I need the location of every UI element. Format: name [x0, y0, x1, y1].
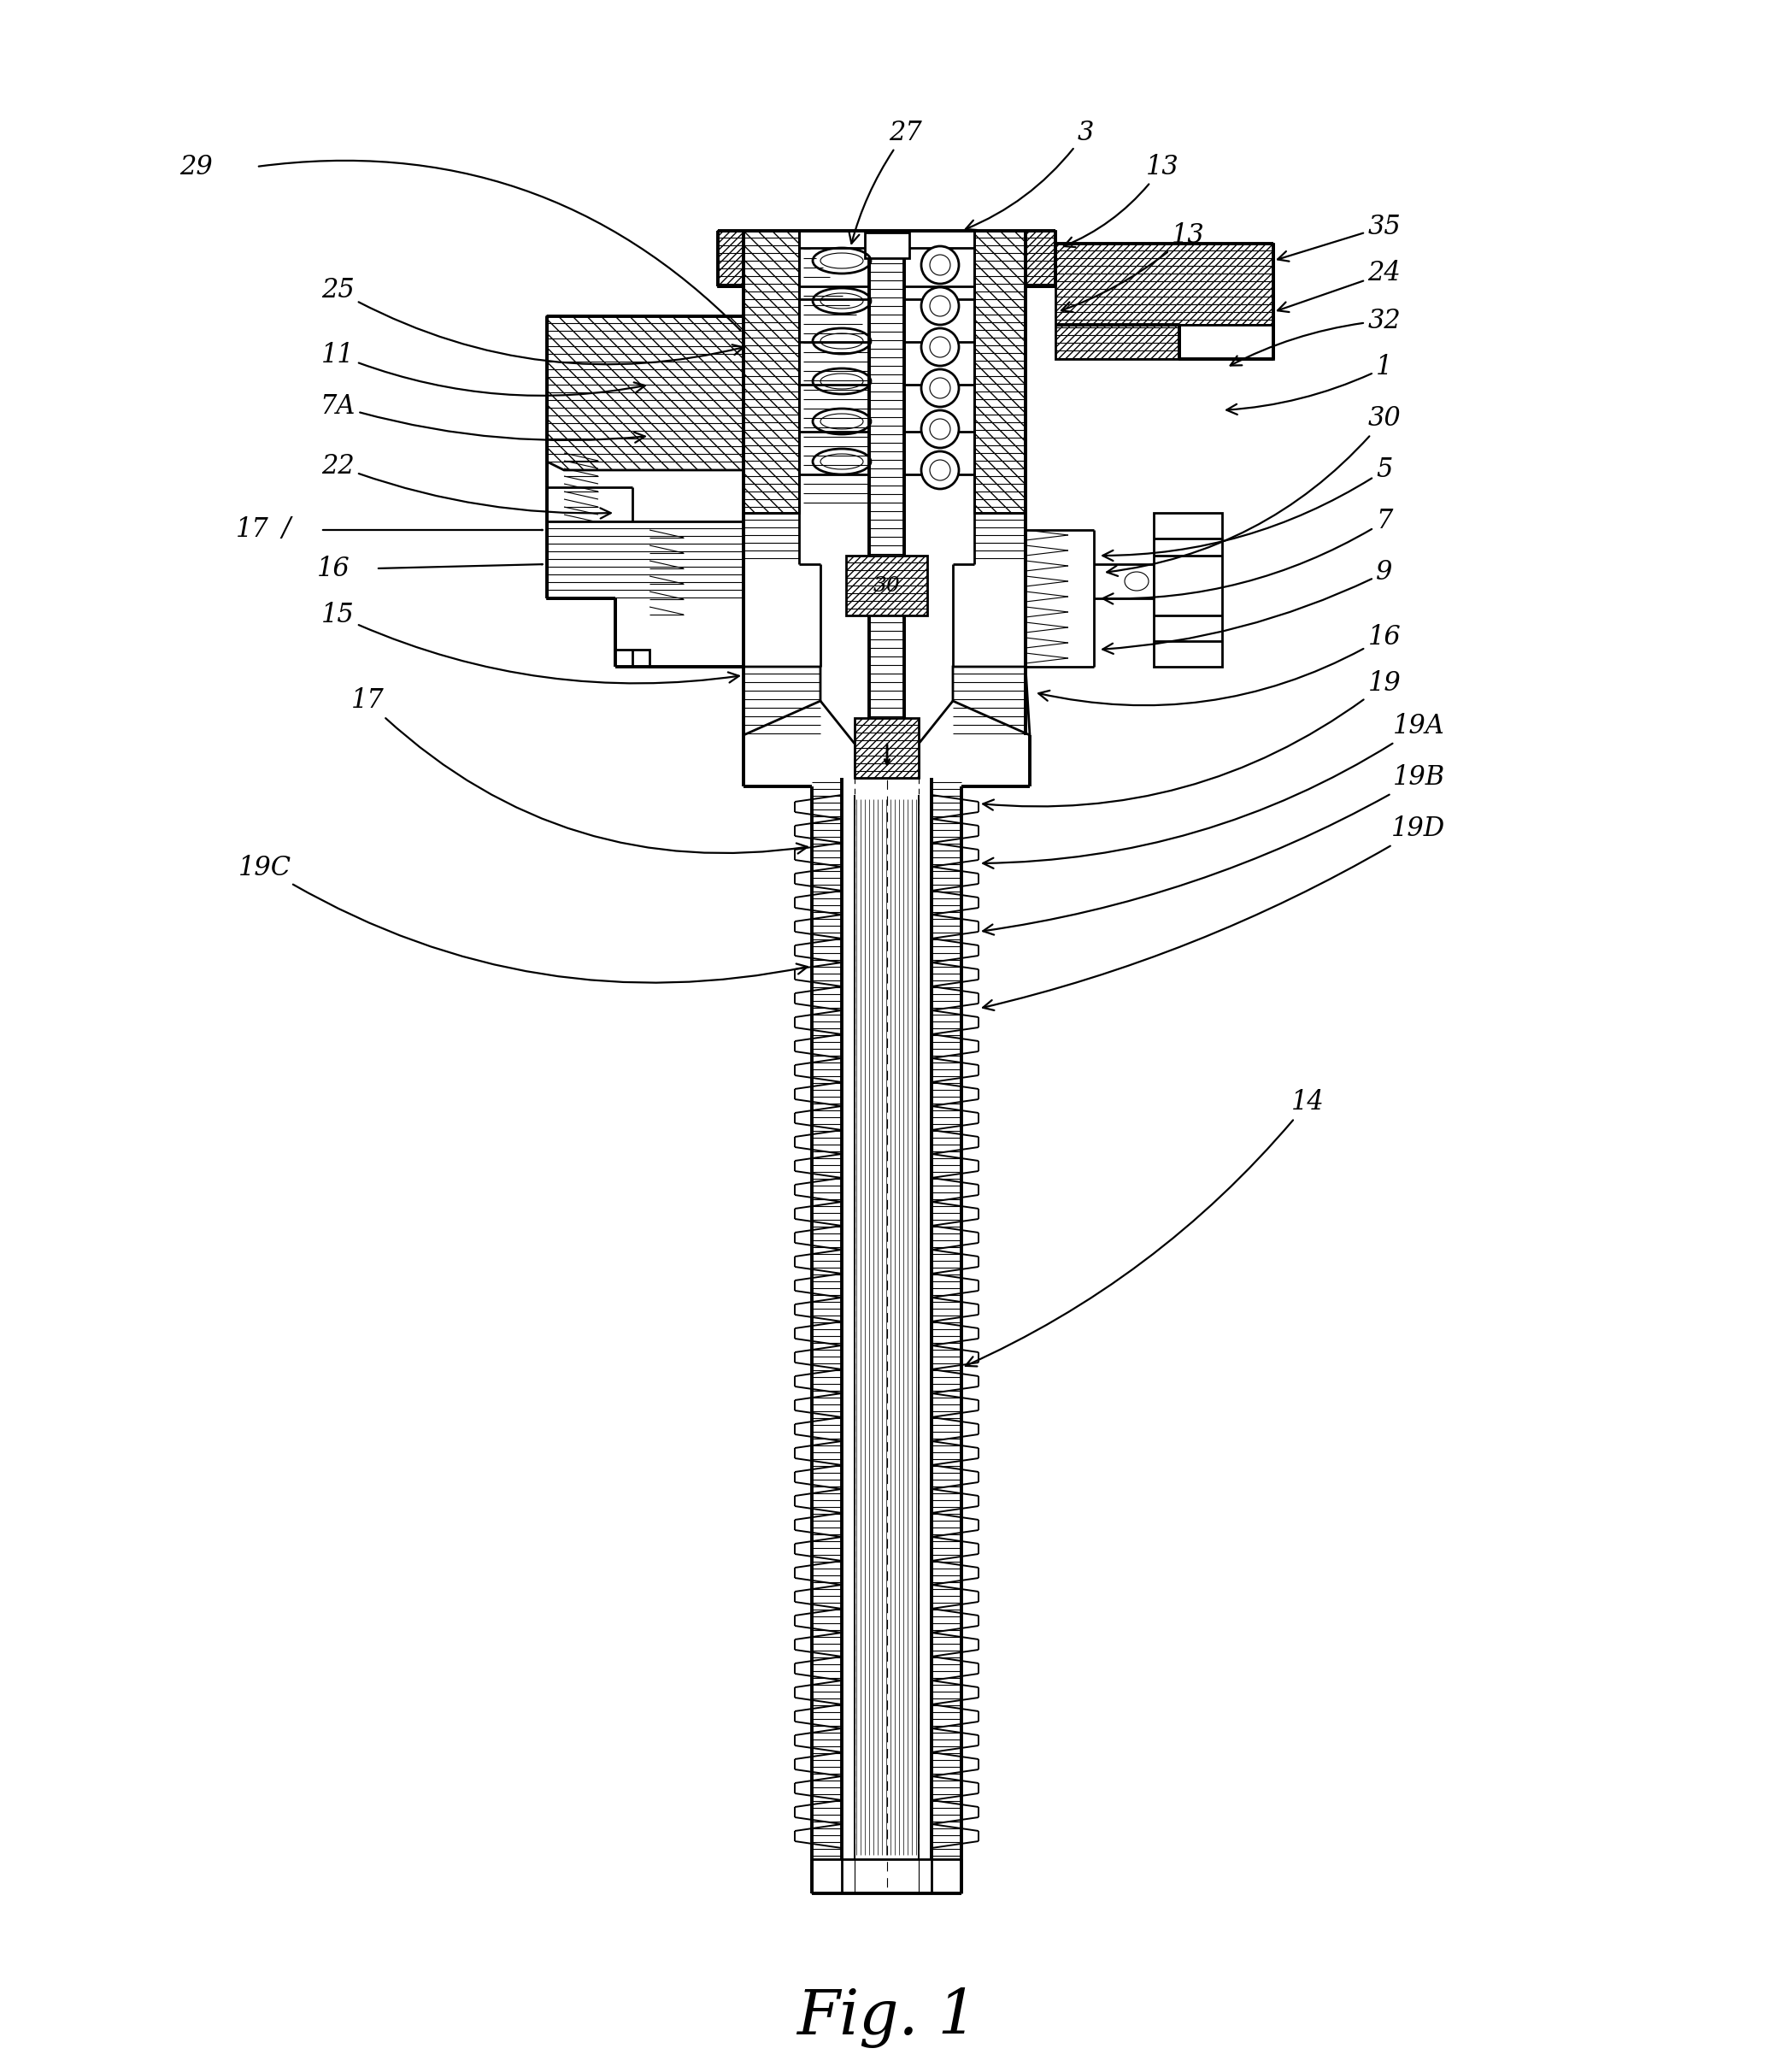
Text: 19C: 19C [238, 854, 808, 982]
Polygon shape [1026, 230, 1056, 286]
Text: 30: 30 [873, 576, 900, 595]
Text: 22: 22 [321, 452, 611, 518]
FancyArrowPatch shape [259, 160, 740, 329]
Circle shape [921, 247, 958, 284]
Text: 19B: 19B [983, 765, 1445, 934]
Circle shape [921, 327, 958, 367]
Text: 13: 13 [1061, 222, 1205, 313]
Polygon shape [744, 230, 799, 514]
Text: 27: 27 [848, 120, 923, 244]
FancyArrowPatch shape [378, 564, 543, 568]
Circle shape [930, 338, 950, 356]
Text: 13: 13 [1063, 153, 1179, 247]
Text: 15: 15 [321, 603, 738, 684]
Circle shape [921, 452, 958, 489]
Circle shape [921, 410, 958, 448]
Text: 11: 11 [321, 342, 644, 396]
Text: 25: 25 [321, 278, 744, 365]
Bar [870, 230, 903, 744]
Text: 7A: 7A [320, 394, 644, 443]
Text: Fig. 1: Fig. 1 [797, 1987, 978, 2047]
Circle shape [930, 296, 950, 317]
Circle shape [930, 419, 950, 439]
Text: 29: 29 [179, 153, 213, 180]
Text: 32: 32 [1230, 307, 1400, 365]
Text: 24: 24 [1278, 261, 1400, 313]
Polygon shape [744, 667, 820, 736]
Polygon shape [717, 230, 744, 286]
Polygon shape [1154, 514, 1221, 667]
Polygon shape [744, 230, 1026, 286]
Polygon shape [953, 667, 1030, 736]
Text: 19: 19 [983, 671, 1400, 810]
Circle shape [930, 460, 950, 481]
Polygon shape [974, 230, 1026, 514]
Circle shape [921, 369, 958, 406]
Bar [547, 230, 1248, 744]
Text: 17: 17 [236, 516, 268, 543]
Text: /: / [282, 516, 291, 541]
Text: 17: 17 [351, 688, 808, 854]
Polygon shape [854, 719, 919, 777]
Text: 1: 1 [1227, 354, 1393, 414]
Circle shape [930, 377, 950, 398]
Text: 16: 16 [1038, 624, 1400, 704]
Polygon shape [847, 555, 927, 615]
Bar [864, 232, 909, 259]
Text: 35: 35 [1278, 213, 1400, 261]
Text: 5: 5 [1102, 458, 1393, 562]
Circle shape [921, 288, 958, 325]
Text: 16: 16 [316, 555, 350, 582]
Polygon shape [1056, 244, 1273, 358]
Polygon shape [547, 522, 744, 667]
Circle shape [930, 255, 950, 276]
Text: 3: 3 [966, 120, 1093, 230]
Text: 7: 7 [1102, 508, 1393, 603]
Text: 19D: 19D [983, 816, 1445, 1011]
Polygon shape [1179, 325, 1273, 358]
Text: 30: 30 [1108, 406, 1400, 576]
Text: 9: 9 [1102, 559, 1393, 655]
Polygon shape [547, 317, 744, 470]
Text: 19A: 19A [983, 713, 1445, 868]
Text: 14: 14 [966, 1090, 1324, 1365]
